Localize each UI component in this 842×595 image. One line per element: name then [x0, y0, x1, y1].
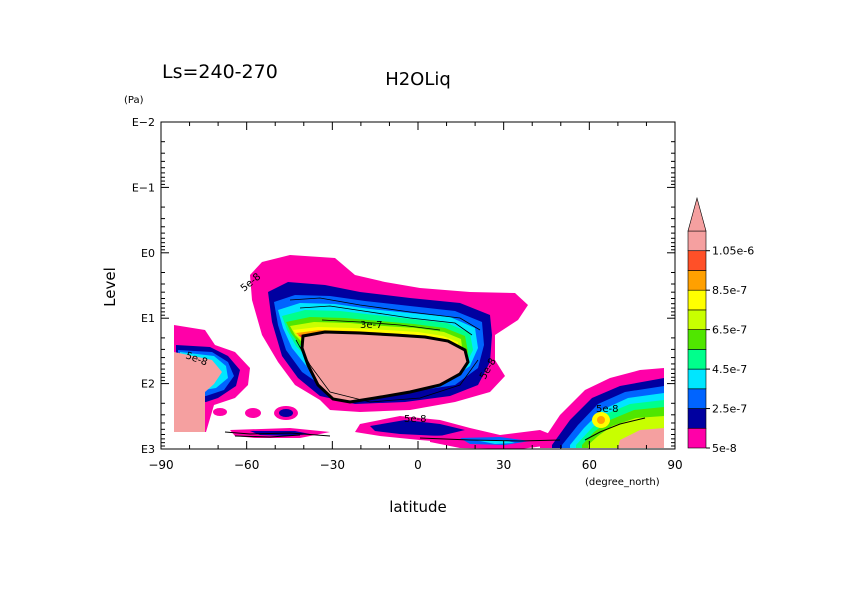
colorbar-label: 6.5e-7 [712, 324, 747, 337]
colorbar-swatch [687, 408, 707, 429]
contour-region-np-peak-core [597, 416, 605, 424]
colorbar-label: 8.5e-7 [712, 284, 747, 297]
contour-region-low-b [370, 420, 465, 436]
contour-region-sp-core [174, 352, 222, 432]
x-tick-label: 30 [496, 458, 511, 472]
colorbar-label: 1.05e-6 [712, 245, 754, 258]
colorbar-swatch [687, 270, 707, 291]
contour-region-main-core [300, 330, 470, 404]
colorbar-swatch [687, 230, 707, 252]
y-tick-label: E1 [141, 312, 155, 325]
y-tick-label: E−1 [132, 181, 155, 194]
contour-lines-main [289, 297, 481, 403]
colorbar-label: 4.5e-7 [712, 363, 747, 376]
colorbar-label: 5e-8 [712, 442, 737, 455]
colorbar-swatch [687, 309, 707, 330]
y-tick-label: E−2 [132, 116, 155, 129]
x-tick-label: −90 [148, 458, 173, 472]
colorbar-extend-max [687, 196, 707, 232]
contour-label: 5e-8 [404, 414, 427, 425]
chart-subtitle: Ls=240-270 [162, 61, 278, 83]
x-axis-unit: (degree_north) [585, 477, 660, 488]
contour-lines-low [224, 417, 646, 442]
y-unit: (Pa) [124, 95, 144, 106]
contour-blob-3 [213, 408, 227, 416]
colorbar-swatch [687, 250, 707, 271]
y-axis-label: Level [101, 267, 119, 307]
y-tick-label: E0 [141, 247, 155, 260]
colorbar-swatch [687, 329, 707, 350]
x-axis-label: latitude [389, 498, 447, 516]
contour-label: 5e-8 [596, 404, 619, 415]
x-tick-label: −60 [234, 458, 259, 472]
x-tick-label: 90 [667, 458, 682, 472]
contour-blob-2 [245, 408, 261, 418]
x-axis: −90 −60 −30 0 30 60 90 [148, 122, 683, 472]
colorbar-swatch [687, 349, 707, 370]
x-tick-label: 0 [414, 458, 422, 472]
colorbar-swatch [687, 427, 707, 449]
colorbar-swatch [687, 388, 707, 409]
colorbar: 5e-8 2.5e-7 4.5e-7 6.5e-7 8.5e-7 1.05e-6 [687, 196, 754, 455]
colorbar-swatch [687, 368, 707, 390]
y-tick-label: E3 [141, 443, 155, 456]
contour-field [174, 255, 664, 449]
contour-blob-1-inner [279, 409, 293, 417]
y-tick-label: E2 [141, 378, 155, 391]
x-tick-label: 60 [582, 458, 597, 472]
x-tick-label: −30 [320, 458, 345, 472]
colorbar-label: 2.5e-7 [712, 403, 747, 416]
contour-label: 3e-7 [360, 320, 383, 331]
colorbar-swatch [687, 289, 707, 311]
chart-title: H2OLiq [385, 69, 451, 90]
y-axis: E−2 E−1 E0 E1 E2 E3 [132, 116, 675, 456]
contour-region-np-surface [618, 428, 664, 448]
